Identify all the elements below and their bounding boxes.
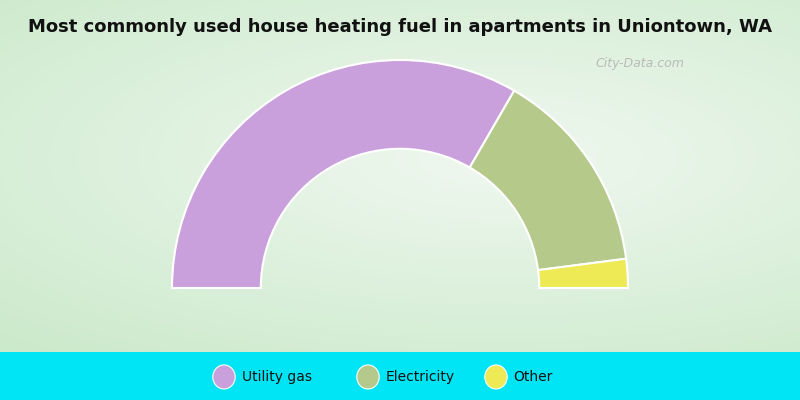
- Wedge shape: [172, 60, 514, 288]
- Text: Electricity: Electricity: [386, 370, 454, 384]
- Ellipse shape: [485, 365, 507, 389]
- Text: Other: Other: [514, 370, 553, 384]
- Text: City-Data.com: City-Data.com: [595, 57, 685, 70]
- Text: Most commonly used house heating fuel in apartments in Uniontown, WA: Most commonly used house heating fuel in…: [28, 18, 772, 36]
- Ellipse shape: [357, 365, 379, 389]
- Text: Utility gas: Utility gas: [242, 370, 312, 384]
- Wedge shape: [470, 91, 626, 270]
- Wedge shape: [538, 259, 628, 288]
- Ellipse shape: [213, 365, 235, 389]
